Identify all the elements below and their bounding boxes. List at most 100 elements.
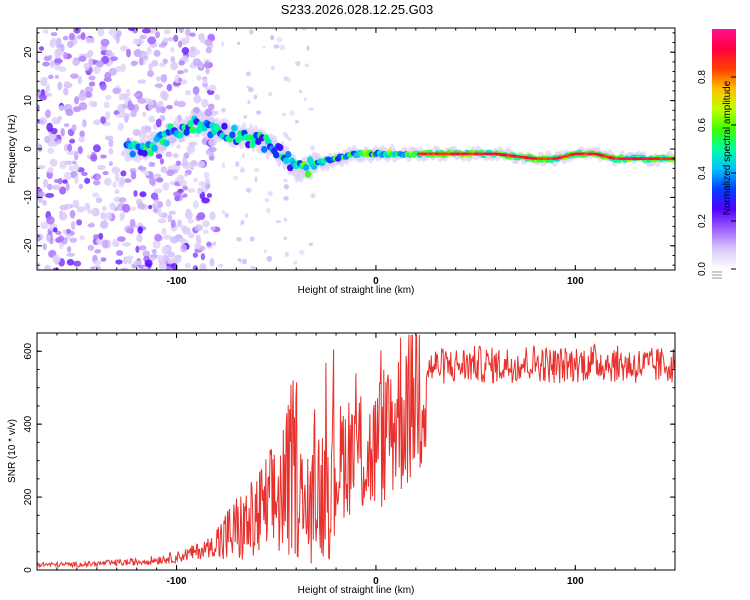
spectrogram-noise-cell [283,76,289,82]
spectrogram-noise-cell [209,211,216,221]
spectrogram-noise-cell [192,86,200,95]
spectrogram-noise-cell [51,116,60,125]
spectrogram-noise-cell [162,253,169,262]
spectrogram-noise-cell [184,172,189,177]
spectrogram-noise-cell [96,60,104,68]
spectrogram-noise-cell [120,170,127,177]
spectrogram-noise-cell [50,32,58,37]
spectrogram-noise-cell [184,152,190,159]
spectrogram-noise-cell [65,182,70,192]
spectrogram-noise-cell [209,257,215,267]
spectrogram-noise-cell [66,252,76,257]
spectrogram-noise-cell [46,215,55,225]
spectrogram-noise-cell [133,190,138,197]
spectrogram-noise-cell [64,160,73,166]
spectrogram-noise-cell [95,197,103,204]
y-tick-label: -20 [23,238,34,253]
spectrogram-noise-cell [192,58,202,67]
spectrogram-noise-cell [234,161,240,168]
spectrogram-noise-cell [152,207,158,214]
spectrogram-noise-cell [206,241,212,247]
spectrogram-noise-cell [120,45,128,52]
spectrogram-noise-cell [177,188,184,193]
spectrogram-noise-cell [241,152,245,159]
spectrogram-noise-cell [59,204,68,211]
spectrogram-noise-cell [77,146,83,155]
spectrogram-noise-cell [159,158,164,165]
spectrogram-noise-cell [176,144,181,150]
spectrogram-noise-cell [108,147,114,155]
spectrogram-noise-cell [96,164,106,171]
spectrogram-noise-cell [141,55,148,60]
spectrogram-noise-cell [221,107,226,113]
spectrogram-noise-cell [218,263,223,268]
spectrogram-noise-cell [42,29,49,34]
spectrogram-noise-cell [76,34,82,40]
spectrogram-noise-cell [138,245,147,251]
spectrogram-noise-cell [81,171,88,176]
spectrogram-noise-cell [74,175,79,185]
spectrogram-noise-cell [73,163,80,172]
spectrogram-noise-cell [42,243,47,251]
snr-panel: -100 0 100 0 200 400 600 Height of straight l… [7,332,676,596]
spectrogram-noise-cell [126,88,131,97]
spectrogram-noise-cell [163,29,171,35]
spectrogram-noise-cell [148,115,156,123]
spectrogram-noise-cell [248,86,254,93]
spectrogram-noise-cell [273,44,280,49]
spectrogram-noise-cell [276,36,283,43]
spectrogram-noise-cell [177,237,186,243]
spectrogram-noise-cell [133,260,143,266]
spectrogram-ridge-cell [273,151,280,159]
spectrogram-noise-cell [105,111,111,120]
spectrogram-noise-cell [266,255,273,262]
spectrogram-noise-cell [47,183,53,191]
spectrogram-noise-cell [237,41,241,46]
y-tick-label: 200 [23,488,34,505]
snr-y-ticks: 0 200 400 600 [23,332,675,573]
spectrogram-noise-cell [185,35,190,44]
spectrogram-noise-cell [310,145,315,151]
spectrogram-noise-cell [306,45,310,51]
spectrogram-noise-cell [66,258,75,266]
spectrogram-noise-cell [90,266,95,270]
spectrogram-noise-cell [157,100,164,108]
spectrogram-noise-cell [194,242,201,250]
spectrogram-noise-cell [224,212,230,218]
spectrogram-noise-cell [108,67,118,76]
spectrogram-noise-cell [62,35,69,41]
spectrogram-noise-cell [207,103,215,111]
spectrogram-noise-cell [275,220,282,224]
spectrogram-noise-cell [38,93,47,101]
spectrogram-noise-cell [244,213,249,218]
spectrogram-ridge-cell [151,144,158,152]
spectrogram-noise-cell [117,122,125,131]
spectrogram-noise-cell [66,245,72,253]
spectrogram-noise-cell [42,200,47,206]
spectrogram-noise-cell [69,138,76,144]
spectrogram-noise-cell [283,195,289,201]
x-tick-label: 0 [373,276,379,287]
spectrogram-noise-cell [130,171,137,180]
colorbar-tick-label: 0.0 [697,262,708,276]
spectrogram-noise-cell [283,183,289,190]
spectrogram-noise-cell [245,188,252,193]
spectrogram-noise-cell [184,90,192,96]
spectrogram-noise-cell [202,229,209,235]
spectrogram-noise-cell [69,210,76,219]
spectrogram-noise-cell [188,232,195,239]
spectrogram-noise-cell [180,243,187,253]
spectrogram-noise-cell [62,87,69,96]
spectrogram-noise-cell [289,110,295,116]
spectrogram-ylabel: Frequency (Hz) [7,115,18,184]
spectrogram-noise-cell [287,77,291,83]
spectrogram-noise-cell [185,208,191,215]
spectrogram-noise-cell [197,187,203,195]
spectrogram-noise-cell [38,191,45,198]
spectrogram-noise-cell [147,36,157,45]
spectrogram-ridge-cell [231,124,238,132]
spectrogram-noise-cell [57,81,63,91]
spectrogram-noise-cell [119,177,126,186]
spectrogram-noise-cell [124,115,129,123]
spectrogram-noise-cell [137,166,147,171]
